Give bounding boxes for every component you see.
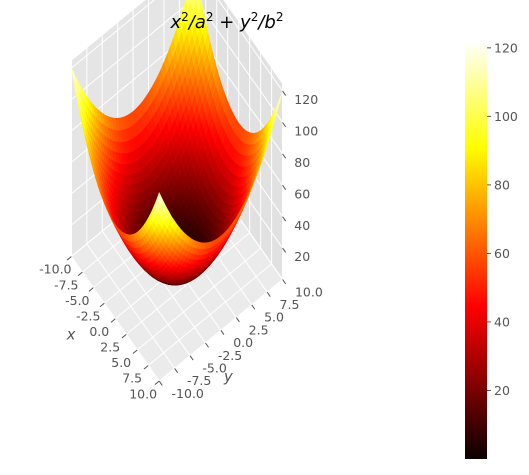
title-exponent: 2	[251, 10, 259, 24]
x-tick-mark	[77, 271, 83, 277]
colorbar-gradient	[465, 41, 487, 459]
x-tick-mark	[110, 318, 116, 323]
title-term: + y	[214, 12, 252, 33]
colorbar-tick-label: 60	[494, 246, 510, 261]
colorbar-tick-label: 40	[494, 314, 510, 329]
x-axis-label: x	[66, 326, 76, 344]
x-tick-label: -2.5	[76, 308, 100, 323]
surface-facet	[156, 192, 163, 206]
y-tick-mark	[282, 279, 287, 285]
y-tick-label: -10.0	[172, 386, 204, 401]
y-tick-label: 2.5	[249, 322, 269, 337]
colorbar-tick-label: 100	[494, 109, 518, 124]
z-tick-label: 120	[294, 92, 318, 107]
y-tick-label: -5.0	[202, 361, 226, 376]
x-tick-mark	[99, 302, 105, 308]
x-tick-mark	[66, 256, 72, 261]
z-tick-mark	[282, 153, 287, 159]
y-axis-label: y	[223, 367, 234, 385]
y-tick-label: 7.5	[280, 297, 300, 312]
colorbar-tick-label: 120	[494, 40, 518, 55]
x-tick-label: 0.0	[89, 324, 109, 339]
z-tick-mark	[282, 247, 287, 253]
x-tick-label: 5.0	[111, 355, 131, 370]
z-tick-mark	[282, 216, 287, 222]
x-tick-label: -10.0	[39, 262, 71, 277]
y-tick-mark	[235, 317, 240, 323]
y-gridline	[101, 230, 191, 356]
y-tick-label: 10.0	[295, 284, 323, 299]
y-tick-mark	[174, 368, 179, 374]
z-tick-label: 40	[294, 218, 310, 233]
x-tick-mark	[121, 333, 127, 339]
colorbar-tick-label: 20	[494, 383, 510, 398]
y-tick-label: 5.0	[264, 310, 284, 325]
title-exponent: 2	[181, 10, 189, 24]
title-term: /a	[187, 12, 206, 33]
y-tick-label: -2.5	[218, 348, 242, 363]
z-gridline	[71, 0, 194, 100]
x-tick-label: 2.5	[100, 340, 120, 355]
y-tick-mark	[158, 380, 163, 386]
y-tick-mark	[205, 342, 209, 348]
z-gridline	[195, 0, 284, 123]
y-gridline	[86, 243, 176, 369]
title-term: x	[169, 12, 181, 33]
z-gridline	[71, 0, 155, 69]
x-tick-label: -7.5	[54, 277, 78, 292]
y-tick-mark	[220, 330, 225, 335]
colorbar-tick-label: 80	[494, 177, 510, 192]
x-tick-label: 10.0	[129, 386, 157, 401]
title-exponent: 2	[276, 10, 284, 24]
z-tick-mark	[282, 122, 287, 128]
z-tick-label: 80	[294, 155, 310, 170]
y-tick-mark	[189, 355, 194, 361]
z-tick-label: 100	[294, 124, 318, 139]
z-tick-mark	[282, 90, 287, 96]
y-tick-label: 0.0	[233, 335, 253, 350]
y-tick-mark	[251, 304, 256, 310]
z-gridline	[217, 0, 284, 92]
x-tick-mark	[88, 287, 94, 292]
x-tick-mark	[143, 365, 149, 370]
x-tick-label: 7.5	[122, 371, 142, 386]
y-tick-mark	[266, 291, 271, 297]
surface-mesh	[71, 0, 283, 286]
y-tick-label: -7.5	[187, 373, 211, 388]
x-tick-mark	[132, 349, 138, 354]
title-exponent: 2	[206, 10, 214, 24]
z-tick-label: 20	[294, 249, 310, 264]
z-tick-mark	[282, 185, 287, 190]
chart-title: x2/a2 + y2/b2	[169, 10, 283, 33]
x-tick-label: -5.0	[65, 293, 89, 308]
x-tick-mark	[154, 380, 160, 386]
colorbar: 20 40 60 80 100 120	[465, 40, 518, 459]
z-tick-label: 60	[294, 186, 310, 201]
title-term: /b	[256, 12, 276, 33]
axis-ticks: -10.0-7.5-5.0-2.50.02.55.07.510.0 -10.0-7…	[39, 90, 323, 401]
